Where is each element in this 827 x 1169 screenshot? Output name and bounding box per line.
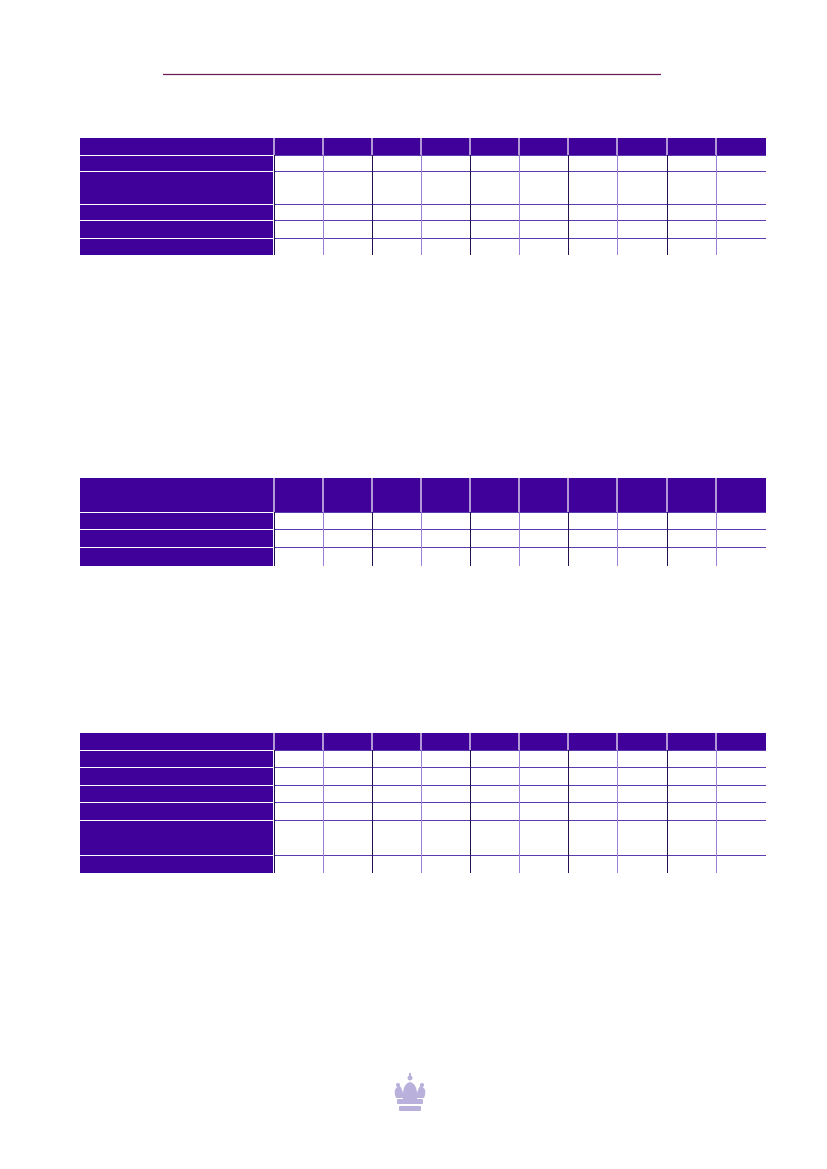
row-label-cell <box>80 530 273 547</box>
row-label-cell <box>80 751 273 767</box>
table-header-row <box>80 733 766 750</box>
row-label-cell <box>80 786 273 802</box>
row-label-cell <box>80 803 273 820</box>
row-label-cell <box>80 513 273 529</box>
row-label-cell <box>80 821 273 855</box>
table-header-row <box>80 138 766 155</box>
row-label-cell <box>80 156 273 171</box>
table-header-row <box>80 478 766 512</box>
row-label-cell <box>80 205 273 220</box>
row-label-cell <box>80 172 273 204</box>
row-label-cell <box>80 548 273 566</box>
crown-logo <box>394 1073 426 1111</box>
row-label-cell <box>80 239 273 255</box>
row-label-cell <box>80 221 273 238</box>
row-label-cell <box>80 856 273 873</box>
row-label-cell <box>80 768 273 785</box>
